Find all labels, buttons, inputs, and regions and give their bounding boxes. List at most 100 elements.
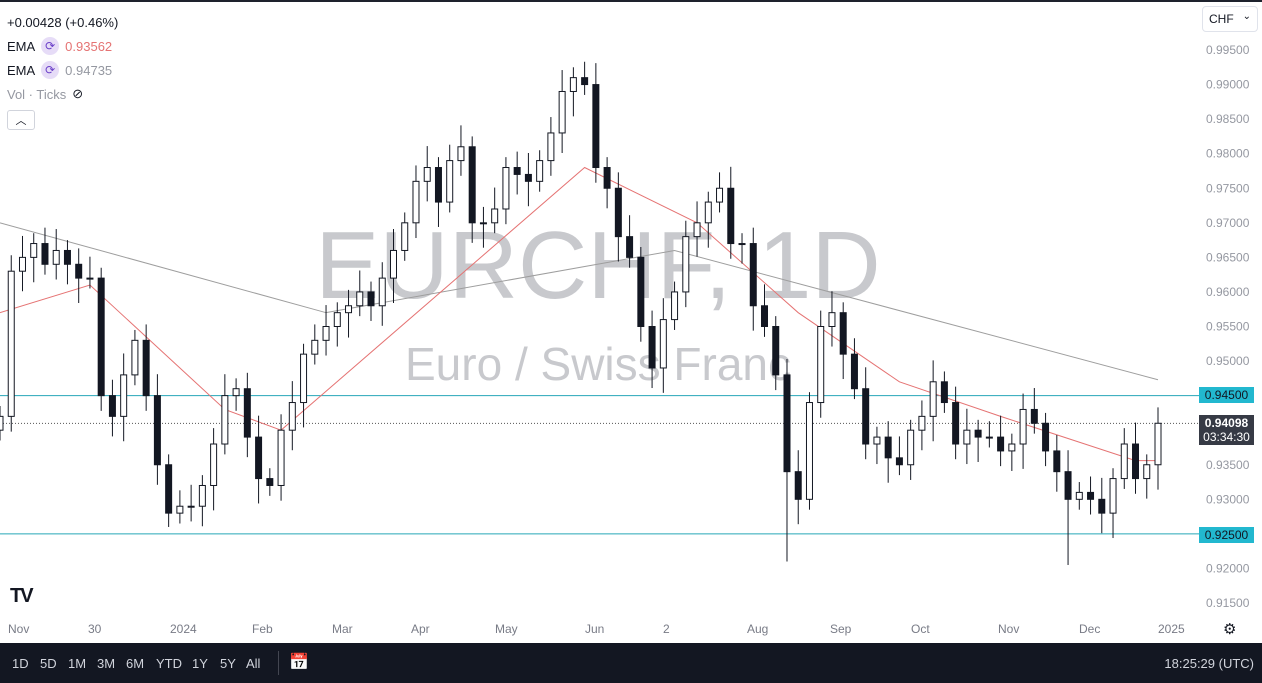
candle-body bbox=[86, 277, 94, 280]
x-tick-label: Apr bbox=[411, 622, 430, 636]
x-tick-label: Aug bbox=[747, 622, 769, 636]
y-tick-label: 0.96000 bbox=[1206, 285, 1250, 299]
currency-select[interactable]: CHF ⌄ bbox=[1202, 6, 1258, 32]
price-chart[interactable]: EURCHF, 1D Euro / Swiss Franc 0.99500 0.990… bbox=[0, 0, 1262, 643]
y-tick-label: 0.98500 bbox=[1206, 112, 1250, 126]
ema-slow-value: 0.94735 bbox=[65, 62, 113, 78]
candle-body bbox=[918, 415, 926, 431]
candle-body bbox=[963, 429, 971, 445]
candle-body bbox=[468, 146, 476, 224]
candle-body bbox=[457, 146, 465, 162]
candle-body bbox=[18, 256, 26, 272]
ema-fast-legend[interactable]: EMA ⟳ 0.93562 bbox=[7, 34, 118, 58]
candle-body bbox=[761, 305, 769, 328]
candle-body bbox=[41, 243, 49, 265]
candle-body bbox=[547, 132, 555, 162]
candle-body bbox=[0, 415, 4, 431]
y-tick-label: 0.93000 bbox=[1206, 492, 1250, 506]
candle-body bbox=[1120, 443, 1128, 480]
candle-body bbox=[1042, 422, 1050, 452]
candle-body bbox=[322, 326, 330, 341]
candle-body bbox=[1008, 443, 1016, 452]
range-button-ytd[interactable]: YTD bbox=[156, 656, 182, 671]
watermark-name: Euro / Swiss Franc bbox=[405, 338, 791, 390]
last-price: 0.94098 bbox=[1204, 416, 1249, 430]
calendar-goto-icon[interactable]: 📅 bbox=[289, 654, 309, 671]
range-button-5d[interactable]: 5D bbox=[40, 656, 57, 671]
range-button-5y[interactable]: 5Y bbox=[220, 656, 236, 671]
candle-body bbox=[255, 436, 263, 480]
candle-body bbox=[131, 339, 139, 376]
candle-body bbox=[176, 505, 184, 514]
candle-body bbox=[850, 353, 858, 390]
range-button-1m[interactable]: 1M bbox=[68, 656, 87, 671]
candle-body bbox=[1053, 450, 1061, 473]
x-tick-label: May bbox=[495, 622, 518, 636]
x-tick-label: Nov bbox=[998, 622, 1020, 636]
x-tick-label: Jun bbox=[585, 622, 605, 636]
candle-body bbox=[30, 243, 38, 258]
candle-body bbox=[783, 374, 791, 473]
volume-legend[interactable]: Vol · Ticks ⊘ bbox=[7, 82, 118, 106]
bottom-toolbar: 1D 5D 1M 3M 6M YTD 1Y 5Y All 📅 18:25:29 (UTC) bbox=[0, 643, 1262, 683]
y-tick-label: 0.97500 bbox=[1206, 181, 1250, 195]
candle-body bbox=[603, 167, 611, 189]
candle-body bbox=[682, 236, 690, 293]
x-tick-label: Dec bbox=[1079, 622, 1101, 636]
currency-value: CHF bbox=[1209, 12, 1234, 26]
candle-body bbox=[1154, 422, 1162, 466]
candle-body bbox=[985, 436, 993, 439]
candle-body bbox=[749, 243, 757, 307]
candle-body bbox=[558, 90, 566, 134]
chevron-up-icon: ︿ bbox=[15, 115, 27, 127]
candle-body bbox=[659, 319, 667, 369]
change-readout: +0.00428 (+0.46%) bbox=[7, 10, 118, 34]
x-tick-label: Mar bbox=[332, 622, 353, 636]
candle-body bbox=[817, 326, 825, 404]
gear-icon[interactable]: ⚙ bbox=[1223, 621, 1237, 638]
candle-body bbox=[210, 443, 218, 486]
range-button-1d[interactable]: 1D bbox=[12, 656, 29, 671]
clock[interactable]: 18:25:29 (UTC) bbox=[1164, 656, 1254, 671]
refresh-icon[interactable]: ⟳ bbox=[41, 61, 60, 79]
candle-body bbox=[828, 312, 836, 327]
eye-off-icon[interactable]: ⊘ bbox=[72, 86, 84, 101]
bar-countdown: 03:34:30 bbox=[1203, 430, 1250, 444]
candle-body bbox=[300, 353, 308, 404]
candle-body bbox=[974, 429, 982, 438]
level-label-low: 0.92500 bbox=[1199, 527, 1254, 543]
candle-body bbox=[772, 326, 780, 376]
tradingview-logo[interactable]: TV bbox=[10, 585, 34, 607]
candle-body bbox=[637, 256, 645, 327]
range-button-all[interactable]: All bbox=[246, 656, 261, 671]
refresh-icon[interactable]: ⟳ bbox=[41, 37, 60, 55]
divider bbox=[278, 651, 279, 675]
x-tick-label: Nov bbox=[8, 622, 30, 636]
candle-body bbox=[884, 436, 892, 459]
range-button-6m[interactable]: 6M bbox=[126, 656, 145, 671]
candle-body bbox=[198, 484, 206, 507]
candle-body bbox=[165, 464, 173, 514]
candle-body bbox=[491, 208, 499, 224]
candle-body bbox=[97, 277, 105, 397]
candle-body bbox=[479, 222, 487, 225]
candle-body bbox=[277, 429, 285, 486]
candle-body bbox=[52, 249, 60, 265]
y-tick-label: 0.91500 bbox=[1206, 596, 1250, 610]
candle-body bbox=[142, 339, 150, 397]
ema-label: EMA bbox=[7, 38, 36, 54]
candle-body bbox=[345, 305, 353, 314]
candle-body bbox=[1132, 443, 1140, 480]
y-tick-label: 0.95500 bbox=[1206, 320, 1250, 334]
x-tick-label: Sep bbox=[830, 622, 852, 636]
collapse-legend-button[interactable]: ︿ bbox=[7, 110, 35, 130]
candle-body bbox=[266, 478, 274, 486]
y-tick-label: 0.96500 bbox=[1206, 250, 1250, 264]
candle-body bbox=[952, 402, 960, 445]
ema-slow-legend[interactable]: EMA ⟳ 0.94735 bbox=[7, 58, 118, 82]
candle-body bbox=[187, 505, 195, 508]
range-button-1y[interactable]: 1Y bbox=[192, 656, 208, 671]
candle-body bbox=[873, 436, 881, 445]
range-button-3m[interactable]: 3M bbox=[97, 656, 116, 671]
candle-body bbox=[434, 167, 442, 203]
